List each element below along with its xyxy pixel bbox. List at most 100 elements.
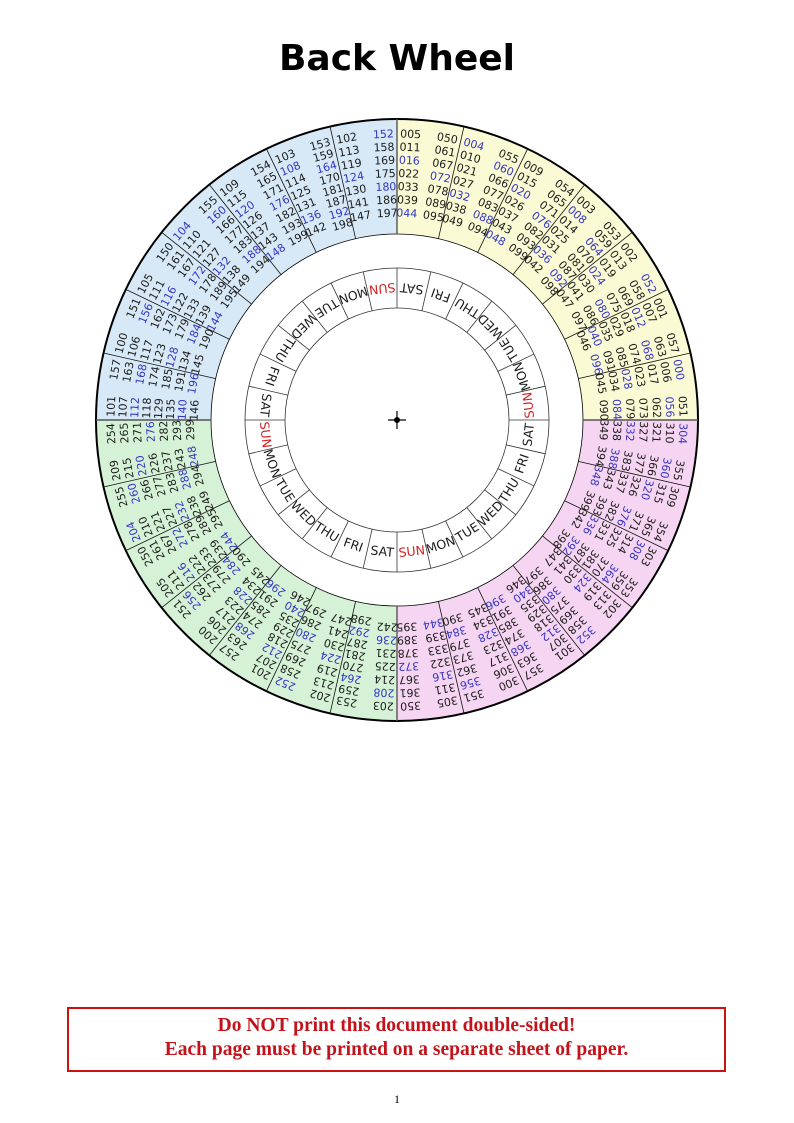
day-divider: [301, 507, 328, 540]
quadrant-background: [96, 119, 397, 420]
year-number: 367: [399, 672, 421, 686]
day-divider: [484, 489, 517, 516]
year-number: 091: [600, 349, 618, 373]
year-number: 135: [164, 398, 178, 420]
year-number: 362: [455, 661, 479, 679]
sector-divider: [103, 352, 216, 380]
day-divider: [301, 300, 328, 333]
year-number: 089: [424, 195, 447, 211]
year-number: 191: [172, 370, 188, 393]
sector-divider: [512, 184, 585, 275]
year-number: 102: [335, 130, 358, 146]
year-number: 350: [400, 699, 422, 713]
year-number: 078: [427, 182, 450, 198]
year-number: 236: [376, 633, 398, 647]
sector-divider: [542, 232, 633, 305]
year-number: 028: [618, 368, 634, 391]
weekday-label: FRI: [342, 534, 365, 555]
year-number: 337: [613, 471, 631, 495]
year-number: 355: [670, 459, 686, 482]
year-number: 112: [128, 397, 142, 419]
year-number: 322: [429, 654, 452, 670]
year-number: 010: [458, 148, 482, 166]
year-number: 344: [422, 615, 445, 631]
center-dot: [394, 417, 400, 423]
year-number: 157: [107, 358, 123, 381]
year-number: 277: [151, 474, 169, 498]
day-divider: [330, 520, 349, 558]
year-number: 063: [651, 335, 669, 359]
year-number: 226: [146, 452, 162, 475]
year-number: 011: [399, 141, 421, 155]
sector-divider: [329, 126, 357, 239]
sector-divider: [266, 587, 317, 692]
sector-divider: [512, 565, 585, 656]
day-divider: [277, 489, 310, 516]
year-number: 203: [373, 699, 395, 713]
year-number: 332: [623, 420, 637, 442]
year-number: 338: [610, 420, 624, 442]
weekday-label: SUN: [519, 391, 537, 419]
year-ring: [96, 119, 698, 721]
year-number: 348: [587, 464, 605, 488]
print-warning-box: Do NOT print this document double-sided!…: [67, 1007, 726, 1072]
year-number: 288: [176, 467, 194, 491]
year-number: 343: [600, 467, 618, 491]
day-divider: [259, 353, 297, 372]
weekday-label: MON: [510, 360, 534, 393]
year-number: 349: [597, 419, 611, 441]
year-number: 395: [396, 620, 418, 634]
print-warning-line-1: Do NOT print this document double-sided!: [217, 1015, 576, 1036]
sector-divider: [564, 289, 669, 340]
sector-divider: [477, 587, 528, 692]
year-number: 377: [631, 452, 647, 475]
year-number: 174: [146, 365, 162, 388]
year-number: 321: [649, 422, 663, 444]
day-divider: [497, 468, 535, 487]
year-number: 101: [104, 396, 118, 418]
year-number: 090: [597, 399, 611, 421]
year-number: 255: [112, 485, 130, 509]
year-number: 390: [441, 610, 465, 628]
quadrant-background: [397, 119, 698, 420]
year-number: 326: [625, 474, 643, 498]
year-number: 276: [144, 421, 158, 443]
sector-divider: [125, 500, 230, 551]
year-number: 152: [373, 127, 395, 141]
weekday-label: SAT: [399, 280, 424, 298]
year-number: 309: [663, 485, 681, 509]
year-number: 315: [651, 481, 669, 505]
year-number: 006: [657, 361, 673, 384]
year-number: 085: [613, 345, 631, 369]
year-number: 000: [670, 358, 686, 381]
year-number: 266: [138, 478, 156, 502]
sector-divider: [161, 535, 252, 608]
day-divider: [445, 520, 464, 558]
year-number: 039: [397, 193, 419, 207]
year-number: 033: [397, 180, 419, 194]
year-number: 333: [427, 641, 450, 657]
year-number: 283: [163, 471, 181, 495]
sector-divider: [564, 500, 669, 551]
sector-divider: [542, 535, 633, 608]
year-number: 049: [441, 212, 465, 230]
year-number: 394: [592, 445, 608, 468]
year-number: 294: [189, 464, 207, 488]
year-number: 384: [444, 623, 468, 641]
year-number: 356: [458, 674, 482, 692]
year-number: 298: [350, 611, 373, 627]
day-divider: [466, 300, 493, 333]
year-number: 057: [663, 331, 681, 355]
year-number: 187: [324, 193, 348, 211]
year-number: 186: [376, 193, 398, 207]
year-number: 287: [346, 635, 369, 651]
year-number: 215: [120, 456, 136, 479]
day-divider: [445, 282, 464, 320]
year-number: 311: [433, 680, 456, 696]
weekday-label: MON: [260, 447, 284, 480]
weekday-label: SAT: [257, 393, 275, 418]
year-number: 100: [112, 331, 130, 355]
year-number: 242: [376, 620, 398, 634]
year-number: 379: [448, 636, 472, 654]
